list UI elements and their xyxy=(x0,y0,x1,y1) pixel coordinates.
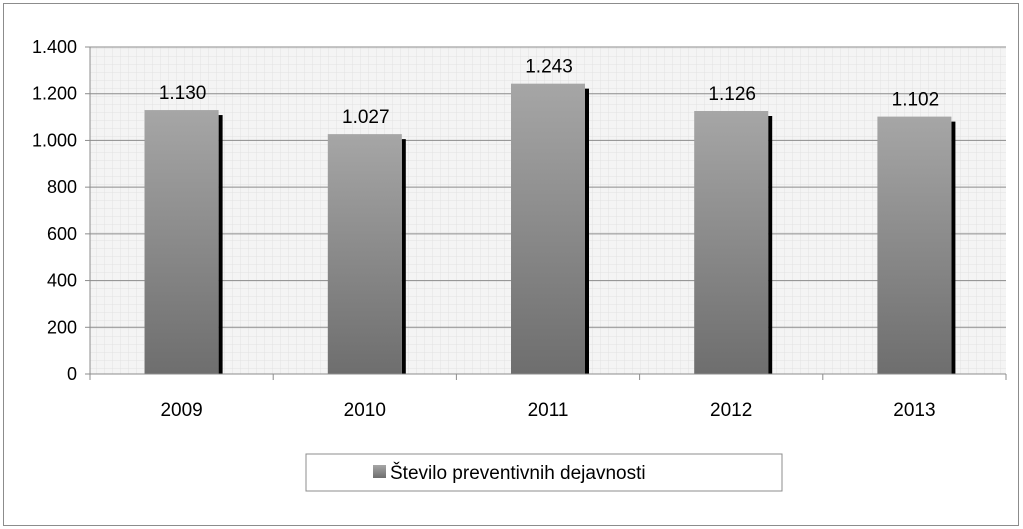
legend-label: Število preventivnih dejavnosti xyxy=(390,462,646,484)
bar-shadow xyxy=(768,115,773,375)
y-tick-label: 1.200 xyxy=(32,84,77,104)
y-tick-label: 1.400 xyxy=(32,37,77,57)
x-tick-label: 2012 xyxy=(710,400,752,421)
bar-shadow xyxy=(401,139,406,374)
bar-shadow xyxy=(585,88,589,374)
x-tick-label: 2011 xyxy=(528,400,569,421)
data-label: 1.102 xyxy=(892,90,940,111)
bar xyxy=(694,110,769,375)
y-tick-label: 0 xyxy=(67,364,77,384)
y-tick-label: 600 xyxy=(47,224,77,244)
x-tick-label: 2009 xyxy=(160,400,202,421)
data-label: 1.130 xyxy=(159,83,207,104)
y-tick-label: 200 xyxy=(47,317,77,337)
data-label: 1.126 xyxy=(708,84,756,105)
y-axis: 0 200 400 600 800 1.000 1.200 1.400 xyxy=(32,37,91,384)
y-tick-label: 800 xyxy=(47,177,77,197)
x-axis: 2009 2010 2011 2012 2013 xyxy=(89,373,1007,421)
x-tick-label: 2010 xyxy=(344,400,386,421)
bar xyxy=(877,116,952,375)
bar xyxy=(511,83,585,374)
y-tick-label: 400 xyxy=(47,271,77,291)
bars: 1.130 1.027 1.243 1.126 1.102 xyxy=(144,57,956,375)
bar-shadow xyxy=(951,121,956,375)
bar xyxy=(327,134,402,374)
y-tick-label: 1.000 xyxy=(32,130,77,150)
bar-shadow xyxy=(218,115,223,375)
bar xyxy=(144,110,219,375)
legend: Število preventivnih dejavnosti xyxy=(305,453,783,492)
legend-swatch xyxy=(373,465,386,478)
data-label: 1.243 xyxy=(525,57,573,78)
data-label: 1.027 xyxy=(342,107,390,128)
x-tick-label: 2013 xyxy=(893,400,935,421)
